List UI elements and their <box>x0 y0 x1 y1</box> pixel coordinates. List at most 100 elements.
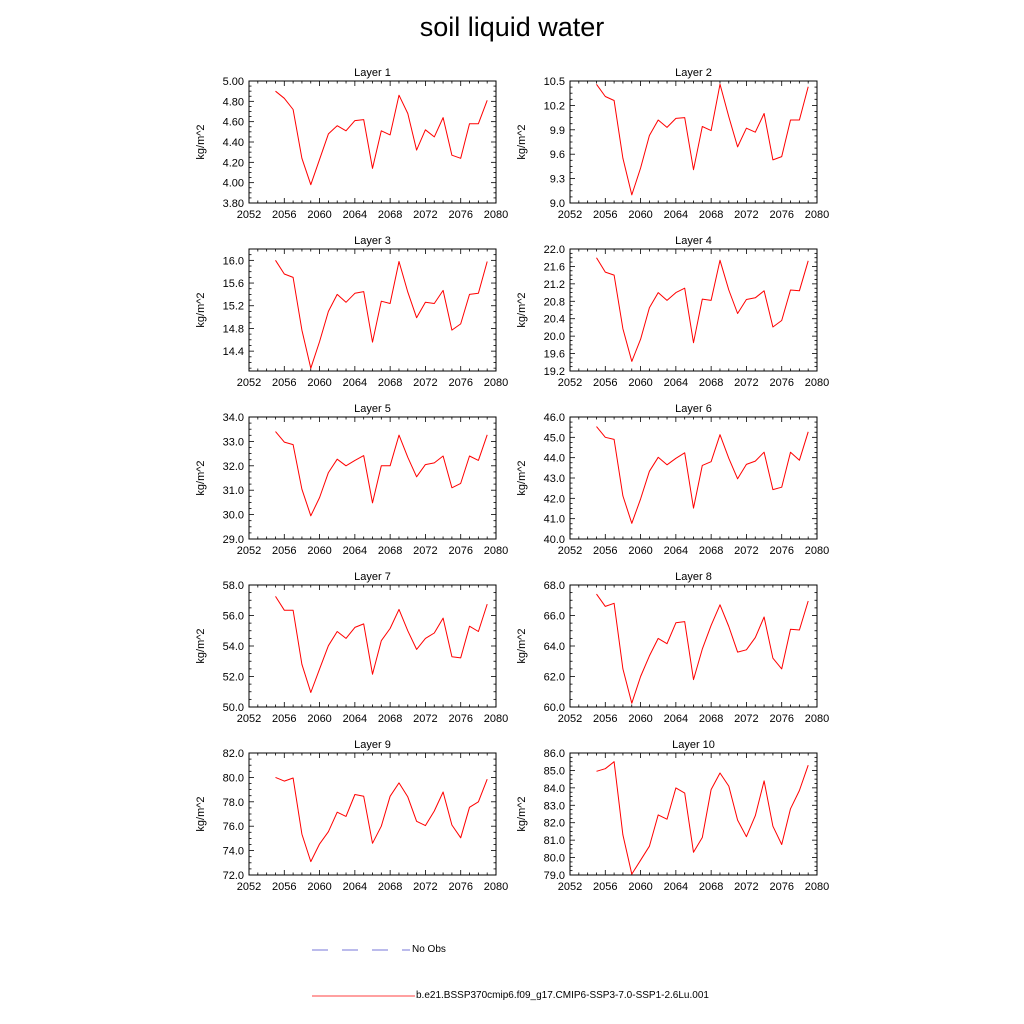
y-tick-label: 20.8 <box>544 296 565 308</box>
x-tick-label: 2056 <box>593 713 617 725</box>
x-tick-label: 2052 <box>237 713 261 725</box>
y-tick-label: 76.0 <box>223 821 244 833</box>
legend-obs-swatch <box>312 949 410 951</box>
x-tick-label: 2060 <box>307 209 331 221</box>
panel-title: Layer 7 <box>354 571 391 583</box>
plot-frame <box>248 752 497 876</box>
x-tick-label: 2064 <box>343 545 367 557</box>
y-tick-label: 43.0 <box>544 473 565 485</box>
x-tick-label: 2072 <box>734 545 758 557</box>
series-line-1 <box>596 257 809 362</box>
y-axis-label: kg/m^2 <box>195 292 207 327</box>
chart-panel-3: Layer 3 2052 2056 2060 2064 2068 2072 2076 2080 1… <box>195 235 508 389</box>
y-tick-label: 82.0 <box>223 748 244 760</box>
x-tick-label: 2052 <box>237 377 261 389</box>
y-tick-label: 9.6 <box>550 149 565 161</box>
series-line-1 <box>596 83 809 196</box>
x-tick-label: 2072 <box>734 209 758 221</box>
x-tick-label: 2068 <box>378 209 402 221</box>
y-tick-label: 66.0 <box>544 611 565 623</box>
series-line-1 <box>275 260 488 369</box>
y-tick-label: 50.0 <box>223 702 244 714</box>
chart-panel-5: Layer 5 2052 2056 2060 2064 2068 2072 2076 2080 2… <box>195 403 508 557</box>
y-tick-label: 40.0 <box>544 534 565 546</box>
x-tick-label: 2064 <box>664 377 688 389</box>
chart-panel-7: Layer 7 2052 2056 2060 2064 2068 2072 2076 2080 5… <box>195 571 508 725</box>
y-tick-label: 9.9 <box>550 125 565 137</box>
x-tick-label: 2052 <box>558 545 582 557</box>
plot-frame <box>248 248 497 372</box>
y-axis-label: kg/m^2 <box>516 124 528 159</box>
y-tick-label: 74.0 <box>223 846 244 858</box>
figure-title: soil liquid water <box>419 12 605 42</box>
x-tick-label: 2076 <box>769 881 793 893</box>
legend-model-swatch <box>312 995 415 997</box>
series-line-1 <box>596 426 809 524</box>
y-tick-label: 81.0 <box>544 835 565 847</box>
x-tick-label: 2068 <box>378 377 402 389</box>
panel-title: Layer 9 <box>354 739 391 751</box>
y-tick-label: 10.5 <box>544 76 565 88</box>
plot-frame <box>569 80 818 204</box>
x-tick-label: 2080 <box>805 377 829 389</box>
y-tick-label: 4.00 <box>223 178 244 190</box>
series-line-1 <box>275 776 488 863</box>
x-tick-label: 2056 <box>593 545 617 557</box>
y-tick-label: 15.2 <box>223 301 244 313</box>
x-tick-label: 2056 <box>272 377 296 389</box>
x-tick-label: 2060 <box>307 881 331 893</box>
y-tick-label: 62.0 <box>544 672 565 684</box>
legend-obs: No Obs <box>312 942 512 958</box>
x-tick-label: 2052 <box>237 881 261 893</box>
y-tick-label: 33.0 <box>223 436 244 448</box>
y-tick-label: 4.80 <box>223 96 244 108</box>
x-tick-label: 2076 <box>448 209 472 221</box>
y-tick-label: 42.0 <box>544 493 565 505</box>
x-tick-label: 2064 <box>664 209 688 221</box>
y-tick-label: 15.6 <box>223 278 244 290</box>
series-line-1 <box>275 90 488 186</box>
x-tick-label: 2064 <box>343 713 367 725</box>
y-tick-label: 80.0 <box>223 772 244 784</box>
x-tick-label: 2064 <box>343 881 367 893</box>
x-tick-label: 2072 <box>413 377 437 389</box>
x-tick-label: 2076 <box>769 545 793 557</box>
y-axis-label: kg/m^2 <box>195 628 207 663</box>
x-tick-label: 2060 <box>628 545 652 557</box>
panel-title: Layer 1 <box>354 67 391 79</box>
x-tick-label: 2080 <box>805 545 829 557</box>
plot-frame <box>569 416 818 540</box>
chart-panel-1: Layer 1 2052 2056 2060 2064 2068 2072 2076 2080 3… <box>195 67 508 221</box>
x-tick-label: 2064 <box>664 545 688 557</box>
x-tick-label: 2060 <box>307 545 331 557</box>
x-tick-label: 2072 <box>734 377 758 389</box>
y-tick-label: 4.40 <box>223 137 244 149</box>
y-axis-label: kg/m^2 <box>516 628 528 663</box>
plot-frame <box>248 416 497 540</box>
y-tick-label: 5.00 <box>223 76 244 88</box>
x-tick-label: 2076 <box>448 377 472 389</box>
y-tick-label: 32.0 <box>223 461 244 473</box>
x-tick-label: 2072 <box>413 545 437 557</box>
plot-frame <box>248 584 497 708</box>
y-tick-label: 20.0 <box>544 331 565 343</box>
x-tick-label: 2080 <box>484 209 508 221</box>
chart-panel-8: Layer 8 2052 2056 2060 2064 2068 2072 2076 2080 6… <box>516 571 829 725</box>
x-tick-label: 2072 <box>734 713 758 725</box>
y-tick-label: 29.0 <box>223 534 244 546</box>
series-line-1 <box>596 761 809 875</box>
x-tick-label: 2068 <box>378 713 402 725</box>
x-tick-label: 2076 <box>769 209 793 221</box>
y-tick-label: 79.0 <box>544 870 565 882</box>
plot-frame <box>248 80 497 204</box>
plot-frame <box>569 752 818 876</box>
y-tick-label: 86.0 <box>544 748 565 760</box>
x-tick-label: 2080 <box>484 881 508 893</box>
legend-obs-label: No Obs <box>412 944 446 955</box>
x-tick-label: 2080 <box>484 713 508 725</box>
panel-title: Layer 2 <box>675 67 712 79</box>
chart-panel-4: Layer 4 2052 2056 2060 2064 2068 2072 2076 2080 1… <box>516 235 829 389</box>
y-tick-label: 54.0 <box>223 641 244 653</box>
series-line-1 <box>596 593 809 704</box>
